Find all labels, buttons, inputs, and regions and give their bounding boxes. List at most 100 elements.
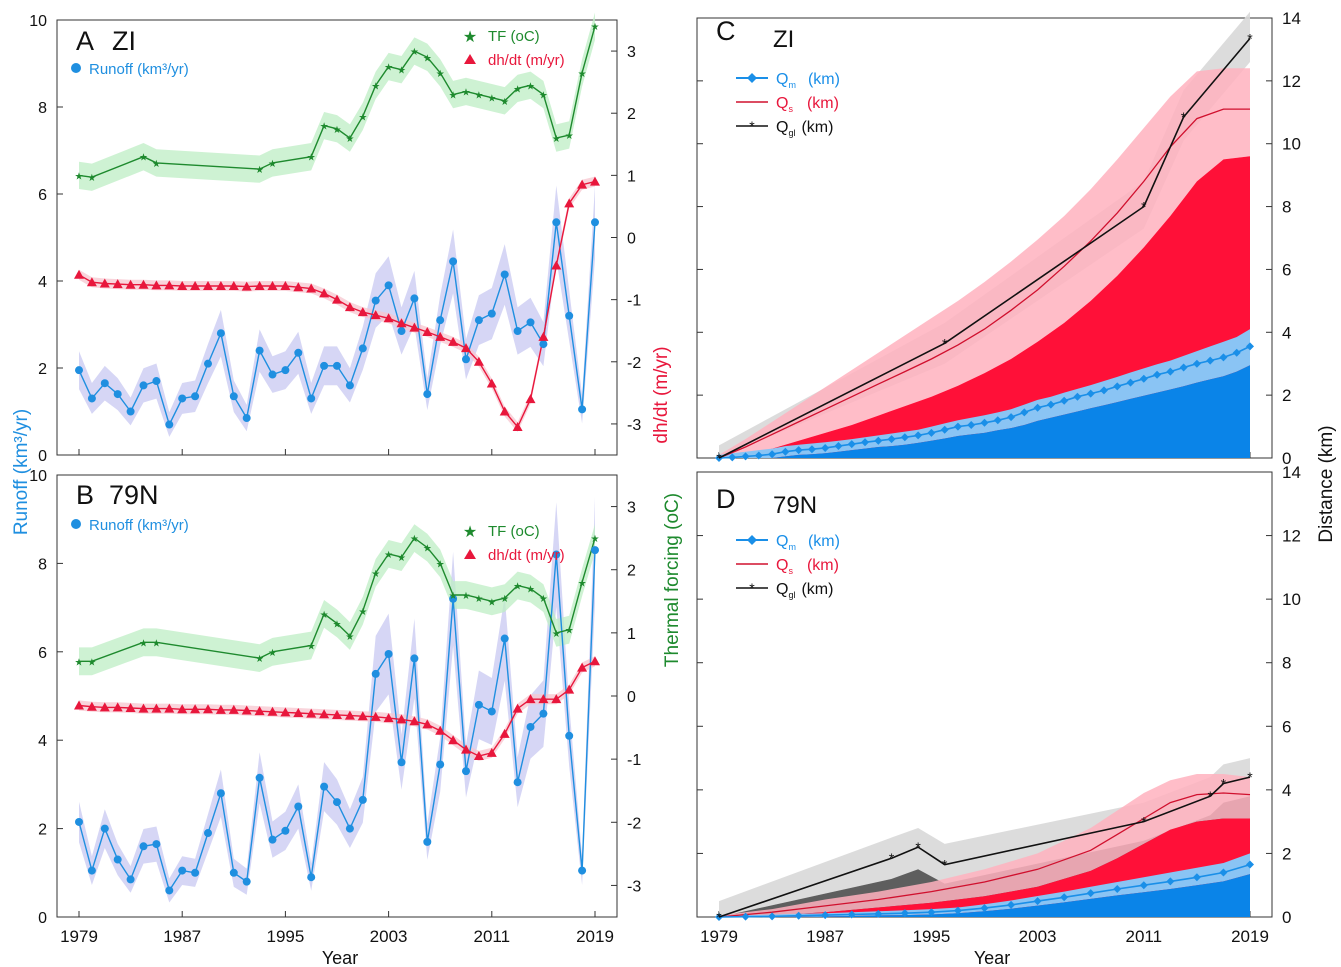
y-tick-label: 10 — [1282, 590, 1301, 609]
qm-point — [1192, 873, 1201, 882]
dhdt-point — [344, 710, 355, 720]
dhdt-point — [280, 280, 291, 290]
y-left-tick-label: 8 — [38, 100, 47, 117]
qm-point — [1192, 359, 1201, 368]
tf-point: ★ — [139, 153, 148, 164]
tf-point: ★ — [320, 122, 329, 133]
dhdt-point — [99, 702, 110, 712]
runoff-point — [281, 826, 290, 835]
legend-qgl-label: Qgl (km) — [776, 119, 833, 138]
panel-b: 0 2 4 6 8 10 -3 -2 -1 0 1 2 3 1979 1987 1995 2003 2011 201… — [29, 468, 641, 946]
x-tick-label: 1987 — [163, 927, 201, 946]
tf-point: ★ — [371, 81, 380, 92]
runoff-point — [100, 379, 109, 388]
y-tick-label: 4 — [1282, 781, 1291, 800]
y-tick-label: 12 — [1282, 72, 1301, 91]
tf-point: ★ — [513, 582, 522, 593]
dhdt-point — [319, 709, 330, 719]
x-tick-label: 2011 — [1126, 927, 1163, 946]
tf-point: ★ — [139, 638, 148, 649]
dhdt-point — [228, 280, 239, 290]
y-left-tick-label: 10 — [29, 13, 47, 30]
qm-point — [1139, 881, 1148, 890]
runoff-point — [436, 760, 445, 769]
tf-point: ★ — [268, 648, 277, 659]
runoff-point — [320, 782, 329, 791]
y-left-tick-label: 2 — [38, 361, 47, 378]
dhdt-point — [164, 280, 175, 290]
x-tick-label: 2019 — [576, 927, 614, 946]
runoff-point — [423, 837, 432, 846]
tf-point: ★ — [423, 544, 432, 555]
tf-point: ★ — [500, 594, 509, 605]
dhdt-point — [203, 280, 213, 290]
y-right-tick-label: 3 — [627, 44, 636, 61]
dhdt-point — [74, 700, 84, 710]
qgl-point: * — [1221, 776, 1227, 792]
qs-line — [718, 108, 1250, 459]
qm-point — [980, 418, 989, 427]
qm-point — [847, 910, 856, 919]
qgl-point: * — [915, 839, 921, 855]
runoff-point — [75, 817, 83, 826]
tf-point: ★ — [152, 638, 161, 649]
dhdt-point — [590, 656, 600, 666]
qgl-point: * — [1247, 30, 1253, 46]
panel-b-letter: B — [76, 480, 94, 510]
dhdt-point — [215, 704, 226, 714]
qm-point — [1099, 386, 1108, 395]
dhdt-point — [241, 705, 252, 715]
runoff-point — [87, 866, 96, 875]
dhdt-point — [203, 704, 213, 714]
runoff-point — [113, 390, 122, 399]
runoff-point — [345, 824, 354, 833]
x-tick-label: 1995 — [912, 927, 950, 946]
panel-a-legend-tf-label: TF ( — [488, 28, 516, 45]
tf-point: ★ — [578, 69, 587, 80]
qm-point — [768, 912, 777, 921]
tf-point: ★ — [307, 641, 316, 652]
tf-point: ★ — [462, 87, 471, 98]
qgl-point: * — [1247, 769, 1253, 785]
runoff-point — [100, 824, 109, 833]
qm-point — [1246, 860, 1254, 869]
dhdt-point — [551, 694, 562, 704]
legend-qs-label: Qs (km) — [776, 557, 839, 576]
tf-point: ★ — [75, 171, 84, 182]
runoff-point — [216, 329, 225, 338]
y-axis-label-thermal-forcing-unit: oC) — [662, 493, 683, 524]
dhdt-point — [138, 279, 149, 289]
runoff-point — [526, 318, 535, 327]
y-right-tick-label: -2 — [627, 355, 641, 372]
qm-point — [821, 911, 830, 920]
x-tick-label: 2011 — [474, 927, 511, 946]
runoff-point — [113, 855, 122, 864]
qm-point — [1020, 408, 1029, 417]
runoff-point — [474, 316, 483, 325]
x-axis-label-left: Year — [322, 948, 358, 967]
runoff-point — [436, 316, 445, 325]
x-tick-label: 2003 — [370, 927, 408, 946]
y-tick-label: 8 — [1282, 198, 1291, 217]
runoff-point — [474, 700, 483, 709]
legend-tf-marker: ★ — [463, 524, 477, 541]
panel-b-legend-runoff: Runoff (km³/yr) — [89, 517, 189, 534]
panel-b-title: 79N — [109, 480, 159, 510]
tf-point: ★ — [449, 591, 458, 602]
y-left-tick-label: 2 — [38, 822, 47, 839]
dhdt-point — [332, 709, 342, 719]
dhdt-point — [383, 713, 394, 723]
runoff-point — [242, 414, 251, 423]
runoff-point — [216, 789, 225, 798]
qm-point — [1007, 900, 1016, 909]
qm-point — [1060, 396, 1069, 405]
qm-point — [1206, 356, 1215, 365]
qm-point — [1060, 893, 1069, 902]
runoff-point — [229, 868, 238, 877]
qm-point — [1126, 378, 1135, 387]
runoff-point — [268, 835, 277, 844]
panel-c: 0 2 4 6 8 10 12 14 * * * * * Qm (km) Qs (km) * Qgl (km) — [696, 9, 1301, 468]
panel-a-title: ZI — [112, 26, 136, 56]
qm-point — [861, 438, 870, 447]
